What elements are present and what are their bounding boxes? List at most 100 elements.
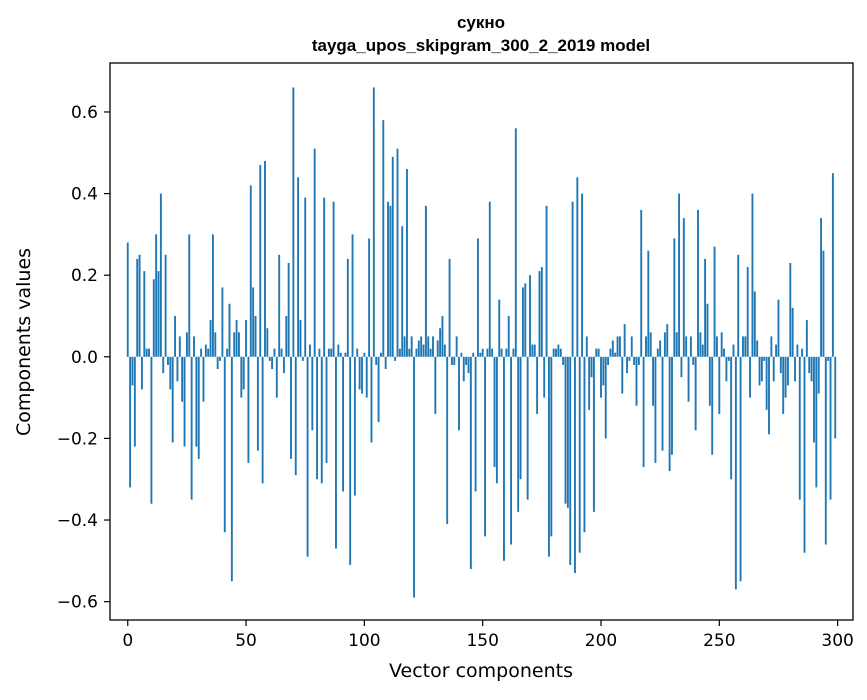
y-tick-label: 0.2 — [71, 266, 98, 286]
bar-55 — [256, 356, 259, 451]
y-axis-ticks: −0.6 −0.4 −0.2 0.0 0.2 0.4 0.6 — [57, 103, 110, 613]
bar-273 — [772, 356, 775, 382]
bar-137 — [450, 356, 453, 365]
bar-215 — [635, 356, 638, 406]
bar-82 — [320, 356, 323, 484]
bar-258 — [737, 254, 740, 357]
bar-195 — [588, 356, 591, 410]
bar-143 — [465, 356, 468, 365]
bar-150 — [481, 348, 484, 357]
bar-277 — [782, 356, 785, 414]
bar-11 — [152, 279, 155, 357]
bar-19 — [171, 356, 174, 443]
bar-119 — [408, 348, 411, 357]
bar-249 — [715, 336, 718, 357]
bar-57 — [261, 356, 264, 484]
bar-66 — [282, 356, 285, 374]
bar-147 — [474, 356, 477, 492]
bar-52 — [249, 185, 252, 357]
bar-169 — [526, 356, 529, 500]
bar-108 — [382, 120, 385, 357]
bar-263 — [749, 356, 752, 398]
bar-0 — [126, 242, 129, 357]
bar-111 — [389, 205, 392, 357]
bar-270 — [765, 356, 768, 410]
bar-129 — [432, 336, 434, 357]
bar-222 — [652, 356, 654, 406]
x-axis-label: Vector components — [389, 660, 573, 682]
bar-8 — [145, 348, 148, 357]
bar-236 — [685, 336, 688, 357]
bar-241 — [697, 209, 699, 357]
bar-214 — [633, 356, 636, 365]
bar-179 — [550, 356, 553, 537]
bar-234 — [680, 356, 683, 378]
bar-20 — [174, 316, 177, 357]
bar-56 — [259, 165, 262, 357]
bar-260 — [742, 336, 744, 357]
bar-62 — [273, 348, 276, 357]
bar-256 — [732, 344, 735, 357]
bar-9 — [148, 348, 150, 357]
bar-155 — [493, 356, 496, 467]
bar-92 — [344, 352, 347, 357]
bar-194 — [585, 336, 588, 357]
bar-160 — [505, 348, 508, 357]
bar-25 — [185, 332, 188, 357]
bar-123 — [417, 340, 420, 357]
bar-138 — [453, 356, 456, 365]
bar-98 — [358, 356, 361, 390]
bar-283 — [796, 344, 799, 357]
bar-168 — [524, 283, 527, 357]
bar-223 — [654, 356, 657, 463]
bar-295 — [824, 356, 827, 545]
bar-77 — [309, 344, 311, 357]
bar-134 — [443, 344, 446, 357]
bar-245 — [706, 303, 709, 357]
bar-146 — [472, 352, 475, 357]
bar-197 — [592, 356, 595, 512]
bar-69 — [290, 356, 292, 459]
bar-157 — [498, 299, 501, 357]
bar-165 — [517, 356, 520, 512]
bar-151 — [484, 356, 486, 537]
bar-213 — [630, 336, 633, 357]
bar-27 — [190, 356, 193, 500]
bar-279 — [786, 356, 789, 386]
x-axis-ticks: 0 50 100 150 200 250 300 — [122, 620, 854, 651]
bar-34 — [207, 348, 210, 357]
bar-250 — [718, 356, 721, 414]
bar-229 — [668, 356, 671, 472]
bar-262 — [746, 267, 749, 357]
bar-285 — [801, 348, 804, 357]
bar-171 — [531, 344, 534, 357]
bar-247 — [711, 356, 714, 455]
bar-220 — [647, 250, 650, 357]
bar-218 — [642, 356, 645, 467]
bar-47 — [238, 332, 240, 357]
bar-265 — [753, 291, 756, 357]
bar-121 — [413, 356, 416, 598]
y-tick-label: −0.4 — [57, 511, 98, 531]
bar-131 — [436, 340, 439, 357]
bar-286 — [803, 356, 806, 553]
bar-51 — [247, 356, 250, 463]
bar-275 — [777, 299, 780, 357]
bar-226 — [661, 356, 664, 451]
bar-64 — [278, 254, 281, 357]
bar-38 — [216, 356, 219, 370]
bar-294 — [822, 250, 825, 357]
bar-239 — [692, 356, 695, 365]
bar-7 — [143, 271, 146, 357]
bar-184 — [562, 356, 565, 365]
bar-132 — [439, 328, 442, 357]
bar-63 — [275, 356, 278, 398]
bar-293 — [820, 218, 822, 357]
bar-154 — [491, 348, 494, 357]
bar-17 — [167, 356, 169, 365]
bar-152 — [486, 348, 489, 357]
y-axis-label: Components values — [13, 248, 35, 436]
bar-209 — [621, 356, 624, 394]
bar-43 — [228, 303, 231, 357]
bar-13 — [157, 271, 160, 357]
